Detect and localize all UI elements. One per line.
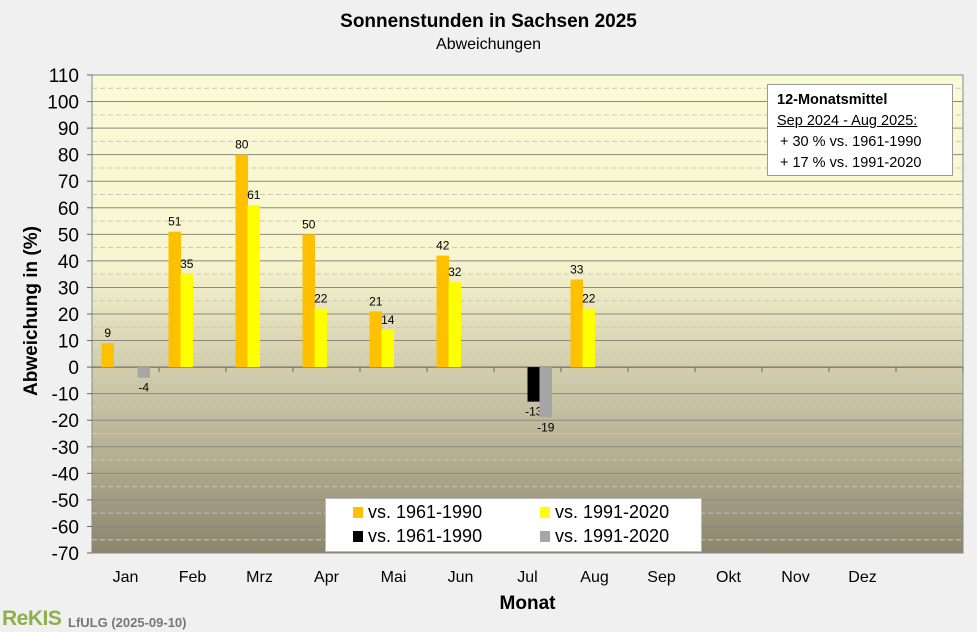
bar [314, 308, 327, 368]
y-tick-label: -10 [52, 385, 79, 406]
data-label: 21 [369, 294, 383, 308]
bar [137, 367, 150, 378]
credit-text: LfULG (2025-09-10) [68, 615, 187, 630]
info-box: 12-Monatsmittel Sep 2024 - Aug 2025: + 3… [767, 84, 953, 176]
data-label: 50 [302, 217, 316, 231]
legend-item: vs. 1991-2020 [540, 502, 669, 523]
y-tick-label: 100 [47, 93, 79, 114]
data-label: 33 [570, 262, 584, 276]
y-tick-label: 10 [58, 332, 79, 353]
data-label: 22 [314, 292, 328, 306]
bar [101, 343, 114, 368]
legend-item: vs. 1961-1990 [353, 502, 482, 523]
bar [235, 154, 248, 368]
y-tick-label: 0 [68, 358, 79, 379]
x-tick-label: Nov [781, 569, 809, 586]
bar [168, 231, 181, 368]
y-tick-label: -20 [52, 411, 79, 432]
data-label: 32 [448, 265, 462, 279]
y-tick-label: -50 [52, 491, 79, 512]
x-tick-label: Feb [179, 569, 207, 586]
rekis-logo: ReKIS [2, 607, 62, 630]
y-tick-label: 80 [58, 146, 79, 167]
legend-swatch [353, 507, 363, 518]
legend-swatch [540, 507, 550, 518]
bar [369, 311, 382, 368]
bar [436, 255, 449, 368]
x-tick-label: Mai [381, 569, 407, 586]
y-tick-label: -30 [52, 438, 79, 459]
info-line-1: + 30 % vs. 1961-1990 [780, 134, 922, 150]
legend: vs. 1961-1990 vs. 1991-2020 vs. 1961-199… [325, 498, 702, 552]
chart-subtitle: Abweichungen [436, 36, 541, 53]
bar [381, 329, 394, 368]
info-period: Sep 2024 - Aug 2025: [777, 113, 918, 129]
bar [180, 274, 193, 368]
x-tick-label: Okt [716, 569, 741, 586]
y-tick-label: 110 [49, 66, 79, 87]
data-label: 9 [104, 326, 111, 340]
legend-label: vs. 1991-2020 [555, 502, 670, 522]
y-tick-label: 60 [58, 199, 79, 220]
data-label: -19 [537, 421, 555, 435]
y-axis-label: Abweichung in (%) [21, 226, 42, 396]
data-label: 51 [168, 215, 182, 229]
data-label: 22 [582, 292, 596, 306]
data-label: -4 [138, 381, 149, 395]
data-label: 35 [180, 257, 194, 271]
bar [570, 279, 583, 368]
x-tick-label: Dez [848, 569, 876, 586]
data-label: 61 [247, 188, 261, 202]
y-tick-label: -40 [52, 464, 79, 485]
x-tick-label: Jan [113, 569, 139, 586]
bar [527, 367, 540, 402]
legend-label: vs. 1961-1990 [368, 526, 483, 546]
y-tick-label: -70 [52, 544, 79, 565]
x-tick-label: Aug [580, 569, 608, 586]
x-tick-label: Jul [517, 569, 537, 586]
x-tick-label: Jun [448, 569, 474, 586]
bar [448, 282, 461, 368]
data-label: -13 [525, 405, 543, 419]
legend-swatch [540, 531, 550, 542]
x-tick-label: Apr [314, 569, 340, 586]
bar [582, 308, 595, 368]
y-tick-label: -60 [52, 517, 79, 538]
y-tick-label: 20 [58, 305, 79, 326]
info-title: 12-Monatsmittel [777, 92, 888, 108]
legend-item: vs. 1961-1990 [353, 526, 482, 547]
y-tick-label: 90 [58, 119, 79, 140]
y-tick-label: 30 [58, 278, 79, 299]
legend-swatch [353, 531, 363, 542]
data-label: 42 [436, 239, 450, 253]
y-tick-label: 50 [58, 225, 79, 246]
bar [302, 234, 315, 368]
x-tick-label: Sep [647, 569, 676, 586]
y-tick-label: 40 [58, 252, 79, 273]
data-label: 14 [381, 313, 395, 327]
legend-label: vs. 1991-2020 [555, 526, 670, 546]
legend-item: vs. 1991-2020 [540, 526, 669, 547]
data-label: 80 [235, 138, 249, 152]
x-axis-label: Monat [499, 593, 556, 614]
bar [247, 205, 260, 368]
chart-title: Sonnenstunden in Sachsen 2025 [340, 11, 637, 32]
info-line-2: + 17 % vs. 1991-2020 [780, 155, 922, 171]
x-tick-label: Mrz [246, 569, 273, 586]
bar [539, 367, 552, 418]
y-tick-label: 70 [58, 172, 79, 193]
legend-label: vs. 1961-1990 [368, 502, 483, 522]
